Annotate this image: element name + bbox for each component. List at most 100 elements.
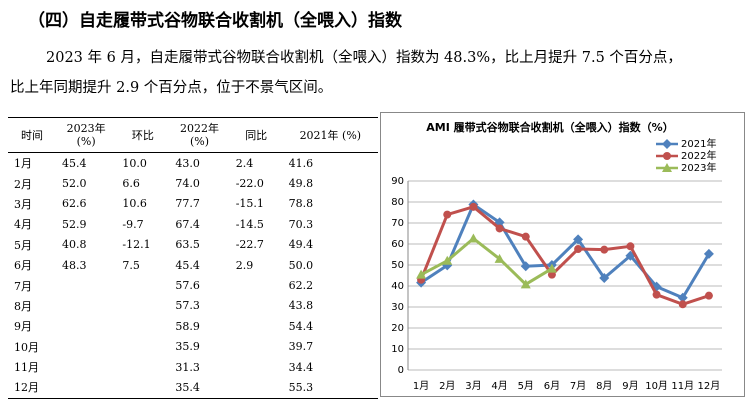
table-cell: 1月 [14, 157, 32, 171]
marker [573, 234, 584, 245]
marker [662, 139, 672, 149]
table-row: 8月 57.3 43.8 [8, 296, 378, 316]
table-cell: 43.0 [175, 156, 200, 170]
marker [704, 291, 713, 300]
table-cell [116, 275, 169, 295]
table-cell [230, 377, 283, 398]
table-cell: 2.9 [235, 258, 254, 272]
marker [625, 250, 636, 261]
marker [468, 233, 479, 243]
table-cell: 48.3 [61, 258, 87, 272]
table-cell: -14.5 [235, 217, 264, 231]
table-cell [116, 337, 169, 357]
table-cell: 67.4 [175, 217, 200, 231]
table-cell: 58.9 [175, 319, 200, 333]
marker [703, 248, 714, 259]
marker [495, 224, 504, 233]
table-cell: 49.4 [288, 238, 314, 252]
table-cell: 10.6 [122, 197, 147, 211]
table-cell: 70.3 [288, 217, 314, 231]
table-row: 5月 40.8 -12.1 63.5 -22.7 49.4 [8, 235, 378, 255]
table-row: 10月 35.9 39.7 [8, 337, 378, 357]
table-row: 11月 31.3 34.4 [8, 357, 378, 377]
heading: （四）自走履带式谷物联合收割机（全喂入）指数 [28, 11, 402, 31]
table-cell: 6.6 [122, 177, 140, 191]
paragraph-line: 2023 年 6 月，自走履带式谷物联合收割机（全喂入）指数为 48.3%，比上… [46, 50, 682, 66]
y-tick-label: 30 [391, 302, 404, 313]
table-cell: 45.4 [175, 258, 200, 272]
table-cell: 7月 [14, 279, 32, 293]
table-cell: 6月 [14, 259, 32, 273]
marker [626, 242, 635, 251]
table-cell [230, 337, 283, 357]
x-tick-label: 7月 [570, 380, 586, 392]
table-cell [56, 357, 116, 377]
x-tick-label: 2月 [439, 380, 455, 392]
table-cell [56, 275, 116, 295]
table-cell: 35.9 [175, 340, 200, 354]
x-tick-label: 3月 [465, 380, 481, 392]
table-row: 4月 52.9 -9.7 67.4 -14.5 70.3 [8, 214, 378, 234]
table-cell [56, 296, 116, 316]
x-tick-label: 5月 [518, 380, 534, 392]
table-cell: -15.1 [235, 197, 264, 211]
table-cell: 35.4 [175, 380, 200, 394]
data-table: 时间 2023年 (%) 环比 2022年 (%) 同比 2021年 (%) 1月 45.4 1… [8, 117, 378, 399]
legend-label: 2023年 [681, 161, 716, 174]
x-tick-label: 12月 [698, 380, 721, 392]
legend-label: 2021年 [681, 137, 716, 150]
x-tick-label: 9月 [622, 380, 638, 392]
table-row: 1月 45.4 10.0 43.0 2.4 41.6 [8, 153, 378, 174]
table-cell: -22.0 [235, 177, 264, 191]
x-tick-label: 10月 [645, 380, 668, 392]
y-tick-label: 20 [391, 323, 404, 334]
chart: AMI 履带式谷物联合收割机（全喂入）指数（%） 0 10 20 30 40 50 60 70… [380, 112, 745, 397]
table-cell [116, 316, 169, 336]
y-tick-label: 40 [391, 281, 404, 292]
marker [546, 263, 557, 273]
table-cell [230, 316, 283, 336]
table-row: 12月 35.4 55.3 [8, 377, 378, 398]
table-cell: 39.7 [288, 340, 314, 354]
header-cell: 同比 [229, 117, 283, 153]
table-cell: 54.4 [288, 319, 314, 333]
y-tick-label: 60 [391, 239, 404, 250]
table-cell: 9月 [14, 320, 32, 334]
table-cell: 2月 [14, 177, 32, 191]
table-cell: 57.6 [175, 279, 200, 293]
table-row: 3月 62.6 10.6 77.7 -15.1 78.8 [8, 194, 378, 214]
marker [469, 202, 478, 211]
table-cell: 2.4 [235, 156, 254, 170]
marker [442, 260, 453, 271]
y-tick-label: 0 [398, 365, 404, 376]
table-cell: 10.0 [122, 156, 147, 170]
table-row: 9月 58.9 54.4 [8, 316, 378, 336]
table-cell: 11月 [14, 361, 39, 375]
marker [520, 279, 531, 289]
table-cell: 52.0 [61, 177, 87, 191]
table-cell [56, 337, 116, 357]
table-cell: 62.6 [61, 197, 87, 211]
table-cell [116, 377, 169, 398]
table-cell [56, 316, 116, 336]
table-cell: 10月 [14, 340, 39, 354]
header-cell: 2022年 (%) [169, 117, 230, 153]
marker [663, 152, 671, 160]
x-tick-label: 1月 [413, 380, 429, 392]
table-cell: 63.5 [175, 238, 200, 252]
table-cell: 74.0 [175, 177, 200, 191]
table-cell: 4月 [14, 218, 32, 232]
table-cell: 78.8 [288, 197, 314, 211]
marker [600, 245, 609, 254]
table-row: 2月 52.0 6.6 74.0 -22.0 49.8 [8, 173, 378, 193]
marker [494, 253, 505, 263]
header-cell: 2021年 (%) [282, 117, 378, 153]
table-cell [56, 377, 116, 398]
header-cell: 2023年 (%) [55, 117, 117, 153]
x-tick-label: 11月 [671, 380, 694, 392]
legend-label: 2022年 [681, 149, 716, 162]
table-cell: 43.8 [288, 299, 314, 313]
y-tick-label: 50 [391, 260, 404, 271]
table-cell: 3月 [14, 197, 32, 211]
